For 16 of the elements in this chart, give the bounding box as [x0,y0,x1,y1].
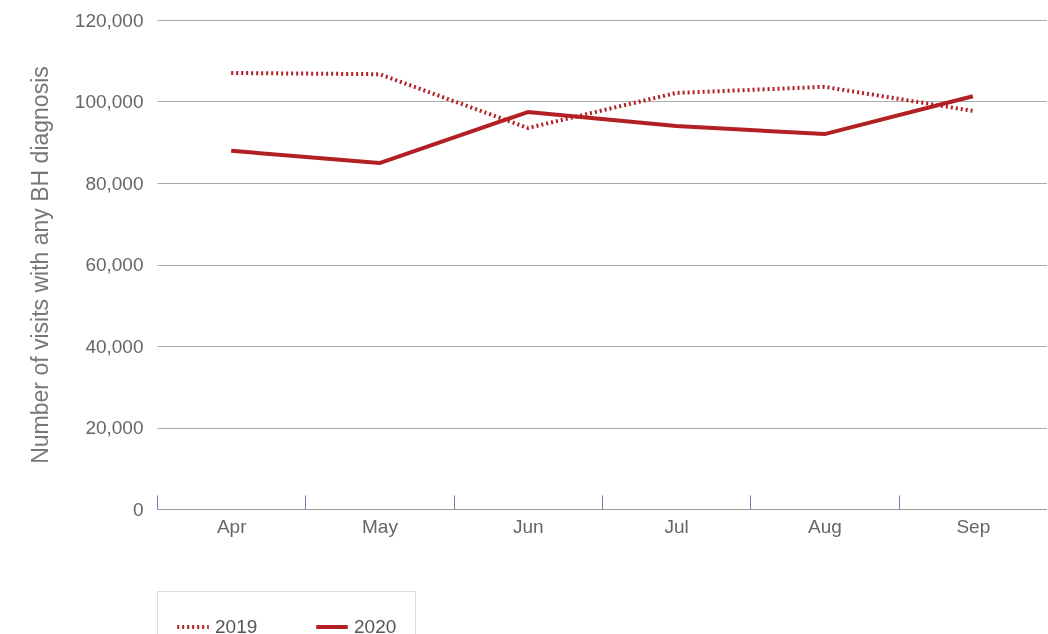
y-tick-label: 120,000 [74,9,144,31]
y-tick-label: 0 [132,498,144,520]
y-tick-label: 100,000 [74,91,144,112]
x-tick-label: Jun [513,515,544,537]
x-tick-label: Sep [956,515,991,537]
y-tick-label: 60,000 [85,254,144,275]
x-tick-label: Apr [216,515,248,537]
legend-label: 2020 [354,616,397,634]
y-tick-label: 80,000 [85,172,144,194]
x-tick-label: May [362,515,399,537]
y-tick-label: 20,000 [85,417,144,438]
x-tick-label: Jul [664,515,689,537]
x-tick-label: Aug [808,515,842,537]
y-tick-label: 40,000 [85,335,144,357]
y-axis-title: Number of visits with any BH diagnosis [26,66,53,464]
legend-label: 2019 [215,616,258,634]
